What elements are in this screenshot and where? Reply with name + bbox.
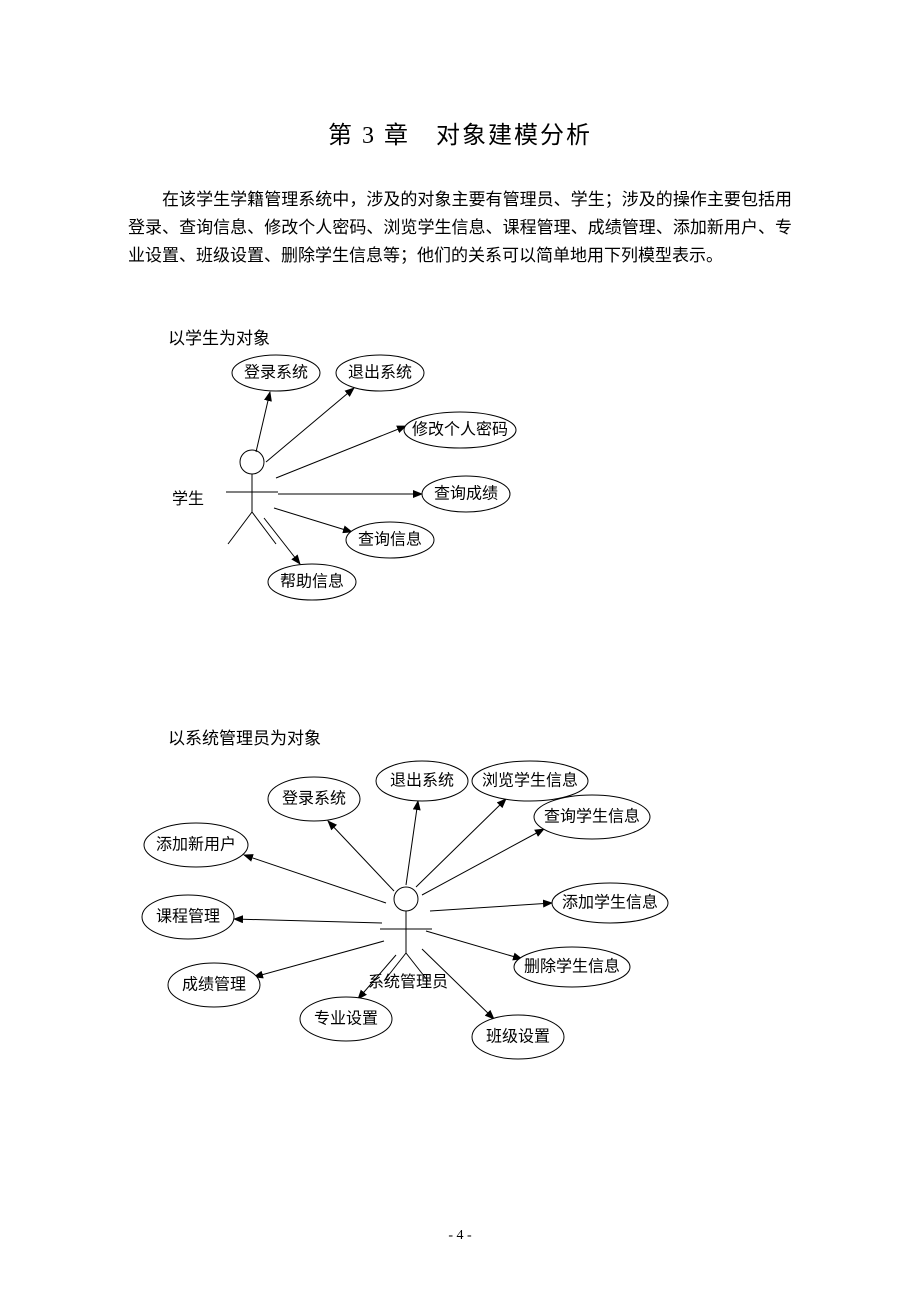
- intro-paragraph: 在该学生学籍管理系统中，涉及的对象主要有管理员、学生；涉及的操作主要包括用登录、…: [128, 186, 792, 270]
- svg-text:退出系统: 退出系统: [348, 364, 412, 382]
- document-page: 第 3 章 对象建模分析 在该学生学籍管理系统中，涉及的对象主要有管理员、学生；…: [0, 0, 920, 1302]
- page-number: - 4 -: [0, 1228, 920, 1244]
- svg-text:课程管理: 课程管理: [156, 908, 220, 926]
- svg-text:添加新用户: 添加新用户: [156, 836, 236, 854]
- svg-text:查询学生信息: 查询学生信息: [544, 808, 640, 826]
- svg-text:查询成绩: 查询成绩: [434, 485, 498, 503]
- svg-text:添加学生信息: 添加学生信息: [562, 894, 658, 912]
- intro-text: 在该学生学籍管理系统中，涉及的对象主要有管理员、学生；涉及的操作主要包括用登录、…: [128, 190, 792, 265]
- student-usecase-diagram: 学生 登录系统 退出系统修改个人密码查询成绩查询信息帮助信息: [170, 344, 650, 644]
- svg-text:专业设置: 专业设置: [314, 1010, 378, 1028]
- svg-text:班级设置: 班级设置: [486, 1028, 550, 1046]
- svg-text:删除学生信息: 删除学生信息: [524, 958, 620, 976]
- diagram2-heading: 以系统管理员为对象: [168, 724, 321, 749]
- chapter-title: 第 3 章 对象建模分析: [0, 115, 920, 150]
- svg-text:成绩管理: 成绩管理: [182, 976, 246, 994]
- svg-text:修改个人密码: 修改个人密码: [412, 421, 508, 439]
- svg-text:学生: 学生: [172, 490, 204, 508]
- svg-text:帮助信息: 帮助信息: [280, 573, 344, 591]
- svg-text:查询信息: 查询信息: [358, 531, 422, 549]
- svg-text:系统管理员: 系统管理员: [368, 973, 448, 991]
- svg-text:退出系统: 退出系统: [390, 772, 454, 790]
- svg-text:浏览学生信息: 浏览学生信息: [482, 772, 578, 790]
- svg-text:登录系统: 登录系统: [244, 364, 308, 382]
- svg-text:登录系统: 登录系统: [282, 790, 346, 808]
- admin-usecase-diagram: 系统管理员 登录系统 退出系统 浏览学生信息查询学生信息添加学生信息删除学生信息班级…: [130, 755, 770, 1075]
